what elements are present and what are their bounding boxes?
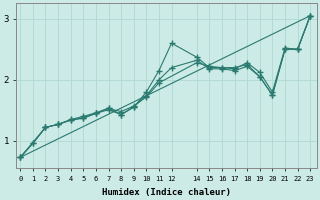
X-axis label: Humidex (Indice chaleur): Humidex (Indice chaleur) — [102, 188, 231, 197]
